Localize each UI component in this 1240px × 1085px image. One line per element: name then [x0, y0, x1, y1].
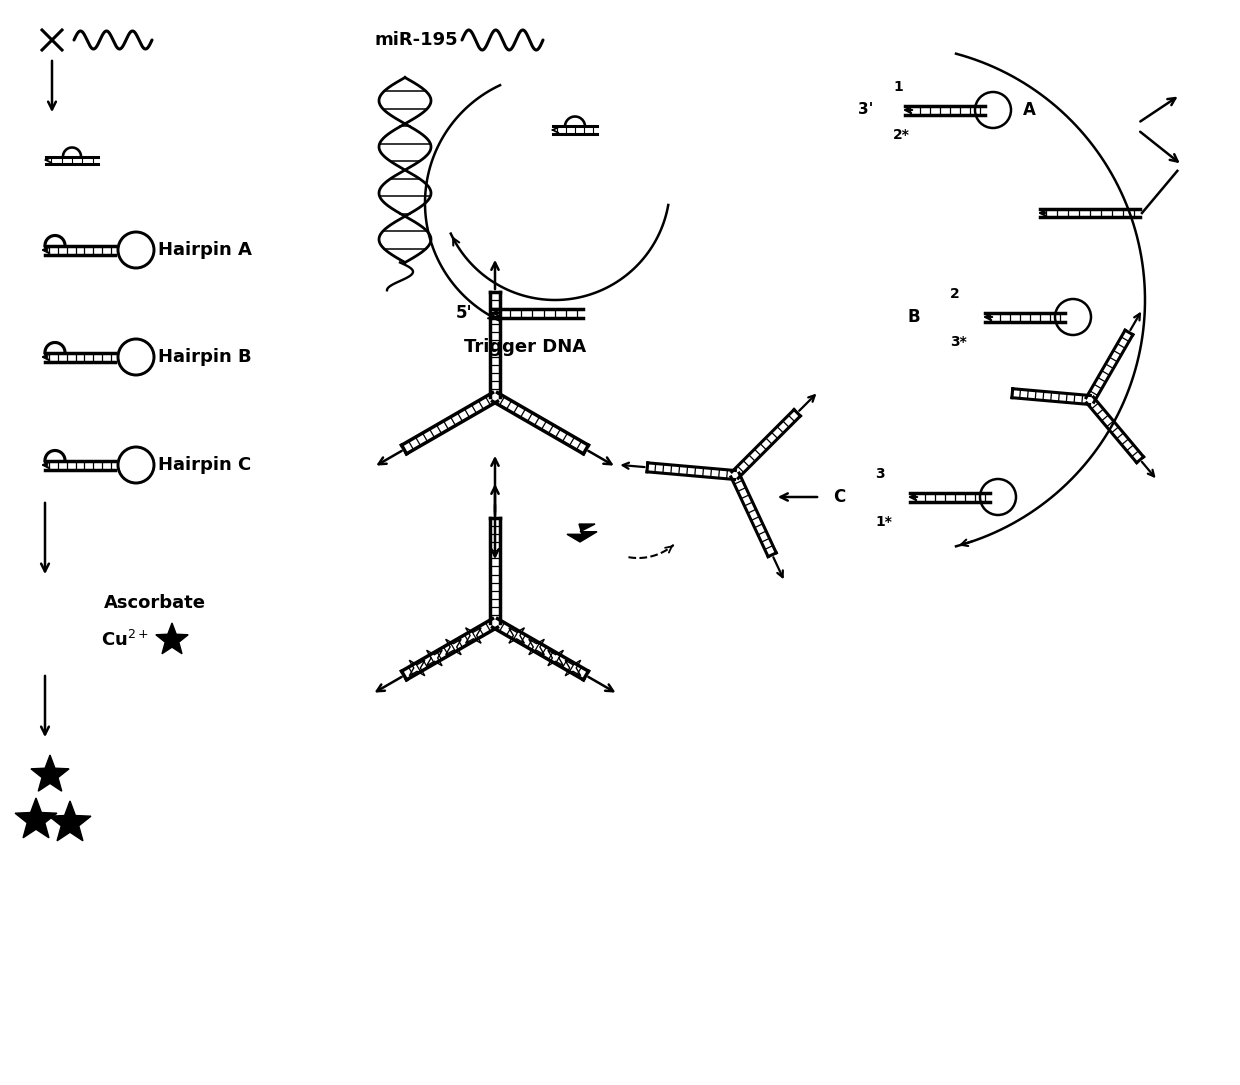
Text: Trigger DNA: Trigger DNA — [464, 339, 587, 356]
Text: Hairpin C: Hairpin C — [157, 456, 252, 474]
Polygon shape — [465, 628, 481, 643]
Text: 2: 2 — [950, 288, 960, 301]
Text: Ascorbate: Ascorbate — [104, 593, 206, 612]
Polygon shape — [445, 639, 461, 654]
Polygon shape — [548, 650, 563, 666]
Text: 3: 3 — [875, 467, 884, 481]
Text: 1: 1 — [893, 80, 903, 94]
Text: 2*: 2* — [893, 128, 910, 142]
Polygon shape — [31, 755, 69, 791]
Text: Hairpin A: Hairpin A — [157, 241, 252, 259]
Polygon shape — [528, 639, 544, 654]
Polygon shape — [565, 660, 580, 676]
Text: C: C — [833, 488, 844, 506]
Polygon shape — [409, 660, 425, 676]
Polygon shape — [50, 801, 91, 841]
Text: A: A — [1023, 101, 1035, 119]
Text: 1*: 1* — [875, 515, 892, 529]
Text: 3': 3' — [858, 102, 873, 117]
Text: Hairpin B: Hairpin B — [157, 348, 252, 366]
Polygon shape — [156, 623, 188, 654]
Text: 3*: 3* — [950, 335, 967, 349]
Polygon shape — [427, 650, 443, 666]
Polygon shape — [15, 797, 57, 838]
Text: miR-195: miR-195 — [374, 31, 458, 49]
Polygon shape — [508, 628, 525, 643]
Text: B: B — [908, 308, 920, 326]
Polygon shape — [567, 524, 596, 542]
Text: Cu$^{2+}$: Cu$^{2+}$ — [100, 630, 149, 650]
Text: 5': 5' — [455, 304, 472, 322]
